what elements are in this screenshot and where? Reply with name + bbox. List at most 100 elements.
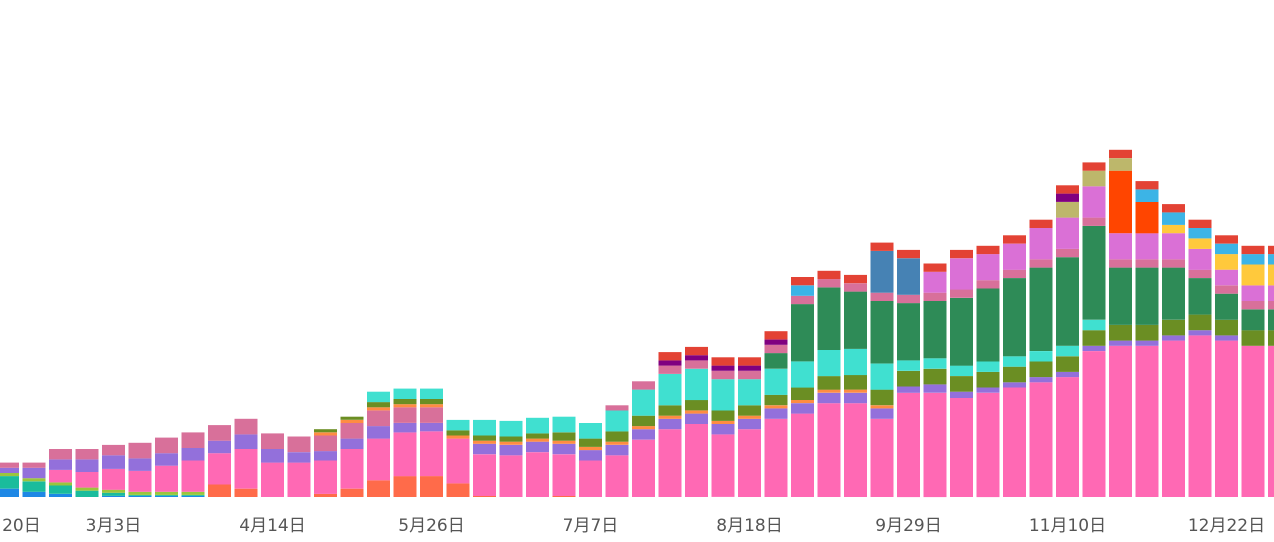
bar-segment-J-29 [764,368,788,395]
bar-segment-I-32 [844,375,867,390]
x-tick-label: 11月10日 [1029,516,1106,536]
bar-segment-T-41 [1082,162,1106,171]
bar-segment-E-36 [950,398,973,497]
bar-segment-L-30 [791,295,814,305]
bar-segment-L-34 [897,294,920,304]
bar-segment-G-4 [102,444,125,456]
bar-segment-G-9 [234,418,258,435]
bar-segment-T-43 [1135,181,1159,190]
bar-segment-L-43 [1135,259,1159,268]
bar-segment-P-46 [1215,254,1238,270]
bar-segment-M-36 [950,258,973,290]
bar-segment-G-15 [393,407,417,423]
bar-segment-E-32 [844,403,867,497]
bar-segment-F-40 [1056,371,1079,378]
bar-segment-C-0 [0,473,19,477]
bar-segment-E-11 [287,462,311,497]
bar-segment-C-1 [22,478,46,482]
bar-segment-S-43 [1135,189,1159,202]
bar-segment-A-6 [155,496,178,497]
bar-segment-H-14 [367,407,390,411]
x-tick-label: 12月22日 [1188,516,1265,536]
bar-segment-K-31 [817,287,841,350]
bar-segment-G-14 [367,410,390,427]
x-tick-label: 4月14日 [239,516,305,536]
bar-segment-C-6 [155,491,178,495]
bar-segment-R-27 [711,365,735,371]
bar-segment-L-38 [1003,269,1026,278]
bar-segment-F-29 [764,408,788,419]
bar-segment-T-45 [1188,219,1212,228]
bar-segment-E-45 [1188,335,1212,497]
bar-segment-E-17 [446,438,470,484]
bar-segment-D-8 [208,484,231,497]
bar-segment-K-46 [1215,293,1238,320]
bar-segment-C-3 [75,487,99,491]
bar-segment-E-35 [923,392,947,498]
bar-segment-J-19 [499,420,523,437]
bar-segment-M-35 [923,271,947,293]
bar-segment-A-4 [102,496,125,497]
bar-segment-T-31 [817,270,841,280]
bar-segment-Q-42 [1109,158,1132,171]
bar-segment-A-0 [0,488,19,497]
bar-segment-K-32 [844,291,867,349]
bar-segment-H-12 [314,432,337,436]
bar-segment-L-37 [976,280,1000,289]
bar-segment-A-1 [22,491,46,497]
bar-segment-P-48 [1268,264,1274,286]
bar-segment-M-46 [1215,269,1238,286]
bar-segment-I-22 [579,438,602,447]
bar-segment-J-18 [473,419,496,436]
bar-segment-A-7 [181,496,205,497]
bar-segment-K-48 [1268,309,1274,331]
bar-segment-F-11 [287,452,311,463]
bar-segment-L-29 [764,344,788,354]
bar-segment-F-4 [102,455,125,469]
bar-segment-H-29 [764,405,788,409]
bar-segment-K-34 [897,303,920,361]
bar-segment-I-40 [1056,356,1079,372]
bar-segment-T-40 [1056,185,1079,194]
bar-segment-F-30 [791,403,814,414]
bar-segment-K-39 [1029,267,1053,351]
bar-segment-D-12 [314,493,337,497]
bar-segment-C-4 [102,489,125,493]
bar-segment-D-18 [473,496,496,497]
bar-segment-G-2 [49,449,72,460]
bar-segment-H-16 [420,404,443,408]
bar-segment-D-14 [367,480,390,497]
bar-segment-H-18 [473,440,496,444]
bar-segment-K-42 [1109,267,1132,325]
bar-segment-A-2 [49,493,72,497]
bar-segment-I-26 [685,400,708,411]
x-tick-label: 7月7日 [563,516,619,536]
x-tick-label: 5月26日 [398,516,464,536]
bar-segment-K-47 [1241,309,1265,331]
bar-segment-F-27 [711,424,735,435]
bar-segment-H-15 [393,404,417,408]
bar-segment-D-17 [446,483,470,497]
bar-segment-H-21 [552,440,576,444]
x-tick-label: 8月18日 [716,516,782,536]
bar-segment-H-28 [738,415,761,419]
bar-segment-F-1 [22,467,46,479]
bar-segment-I-28 [738,405,761,416]
bar-segment-I-14 [367,402,390,408]
bar-segment-E-47 [1241,345,1265,497]
bar-segment-M-37 [976,254,1000,281]
bar-segment-T-37 [976,245,1000,255]
bar-segment-J-21 [552,416,576,433]
bar-segment-I-18 [473,435,496,441]
bar-segment-E-46 [1215,340,1238,497]
bar-segment-H-30 [791,400,814,404]
bar-segment-H-27 [711,420,735,424]
bar-segment-H-17 [446,435,470,439]
bar-segment-F-44 [1162,335,1185,341]
bar-segment-J-20 [526,417,549,434]
bar-segment-H-22 [579,447,602,451]
bar-segment-F-28 [738,418,761,430]
bar-segment-B-4 [102,492,125,496]
bar-segment-E-10 [261,462,284,497]
bar-segment-J-38 [1003,356,1026,367]
